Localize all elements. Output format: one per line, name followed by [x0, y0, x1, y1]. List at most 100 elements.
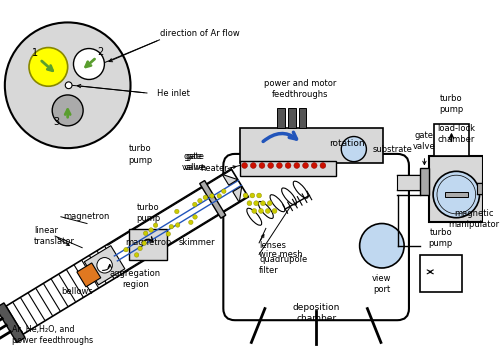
Circle shape: [268, 162, 274, 169]
Circle shape: [74, 48, 104, 79]
Circle shape: [176, 223, 180, 227]
Circle shape: [174, 209, 179, 214]
Circle shape: [260, 201, 266, 206]
Text: turbo
pump: turbo pump: [428, 227, 453, 248]
Bar: [482, 180, 500, 196]
Circle shape: [169, 225, 173, 229]
Circle shape: [193, 215, 197, 219]
Ellipse shape: [258, 201, 274, 218]
Bar: [240, 128, 383, 162]
Polygon shape: [84, 246, 125, 285]
Text: wire mesh: wire mesh: [259, 250, 302, 259]
Circle shape: [302, 162, 308, 169]
Ellipse shape: [282, 188, 296, 205]
Text: linear
translator: linear translator: [34, 226, 75, 246]
Text: load-lock
chamber: load-lock chamber: [438, 124, 476, 144]
FancyBboxPatch shape: [224, 154, 409, 320]
Circle shape: [166, 232, 170, 236]
Bar: [434, 124, 469, 156]
Text: 3: 3: [53, 117, 59, 127]
Text: turbo
pump: turbo pump: [136, 203, 160, 223]
Circle shape: [52, 95, 83, 126]
Circle shape: [342, 136, 366, 162]
Circle shape: [242, 162, 248, 169]
Text: quadrupole
filter: quadrupole filter: [259, 255, 308, 275]
Bar: [288, 108, 296, 128]
Text: bellows: bellows: [62, 287, 93, 296]
Text: turbo
pump: turbo pump: [128, 144, 152, 165]
Text: He inlet: He inlet: [156, 88, 190, 97]
Circle shape: [437, 175, 476, 214]
Text: gate
valve: gate valve: [413, 131, 436, 151]
Circle shape: [124, 248, 128, 252]
Circle shape: [250, 162, 256, 169]
Circle shape: [5, 22, 130, 148]
Circle shape: [250, 193, 254, 198]
Text: lenses: lenses: [259, 241, 286, 250]
Text: deposition
chamber: deposition chamber: [292, 303, 340, 323]
Text: direction of Ar flow: direction of Ar flow: [160, 29, 240, 38]
Text: aggregation
region: aggregation region: [110, 269, 161, 289]
Circle shape: [433, 171, 480, 218]
Circle shape: [192, 202, 197, 207]
Circle shape: [243, 193, 248, 198]
Circle shape: [268, 201, 272, 206]
Text: heater: heater: [200, 164, 228, 173]
Text: 2: 2: [98, 47, 103, 57]
Polygon shape: [200, 180, 226, 218]
Bar: [278, 108, 285, 128]
Circle shape: [247, 201, 252, 206]
Circle shape: [252, 209, 256, 213]
Circle shape: [285, 162, 291, 169]
Circle shape: [203, 195, 207, 200]
Polygon shape: [222, 174, 238, 185]
Circle shape: [254, 201, 258, 206]
Circle shape: [266, 209, 270, 213]
Text: gate
valve: gate valve: [182, 152, 204, 172]
Text: 1: 1: [32, 48, 38, 58]
Bar: [444, 192, 468, 197]
Bar: [476, 183, 484, 193]
Text: magnetron: magnetron: [125, 238, 171, 247]
Bar: [298, 108, 306, 128]
Polygon shape: [6, 169, 248, 334]
Text: turbo
pump: turbo pump: [440, 94, 464, 114]
Circle shape: [138, 246, 142, 251]
Bar: [429, 156, 484, 222]
Text: power and motor
feedthroughs: power and motor feedthroughs: [264, 79, 336, 99]
Polygon shape: [77, 263, 101, 287]
Text: rotation: rotation: [328, 139, 364, 148]
Bar: [240, 161, 336, 176]
Circle shape: [312, 162, 317, 169]
Polygon shape: [233, 186, 242, 203]
Text: substrate: substrate: [372, 144, 412, 153]
Bar: [128, 230, 168, 260]
Ellipse shape: [270, 195, 285, 212]
Ellipse shape: [247, 208, 262, 225]
Circle shape: [66, 82, 72, 89]
Circle shape: [144, 231, 148, 235]
Circle shape: [294, 162, 300, 169]
Circle shape: [217, 194, 222, 198]
Circle shape: [259, 162, 265, 169]
Circle shape: [320, 162, 326, 169]
Circle shape: [188, 220, 193, 225]
Circle shape: [222, 189, 226, 193]
Circle shape: [258, 209, 264, 213]
Ellipse shape: [293, 181, 308, 198]
Circle shape: [154, 223, 158, 227]
Circle shape: [97, 257, 112, 273]
Circle shape: [272, 209, 277, 213]
Bar: [420, 256, 462, 292]
Bar: [398, 175, 420, 190]
Bar: [420, 169, 429, 196]
Circle shape: [276, 162, 282, 169]
Polygon shape: [0, 303, 25, 343]
Bar: [482, 185, 488, 192]
Text: Ar, He,H₂O, and
power feedthroughs: Ar, He,H₂O, and power feedthroughs: [12, 325, 92, 345]
Text: magnetic
manipulator: magnetic manipulator: [448, 209, 500, 229]
Circle shape: [149, 228, 154, 232]
Text: magnetron: magnetron: [63, 212, 109, 221]
Circle shape: [142, 241, 146, 245]
Circle shape: [210, 194, 214, 198]
